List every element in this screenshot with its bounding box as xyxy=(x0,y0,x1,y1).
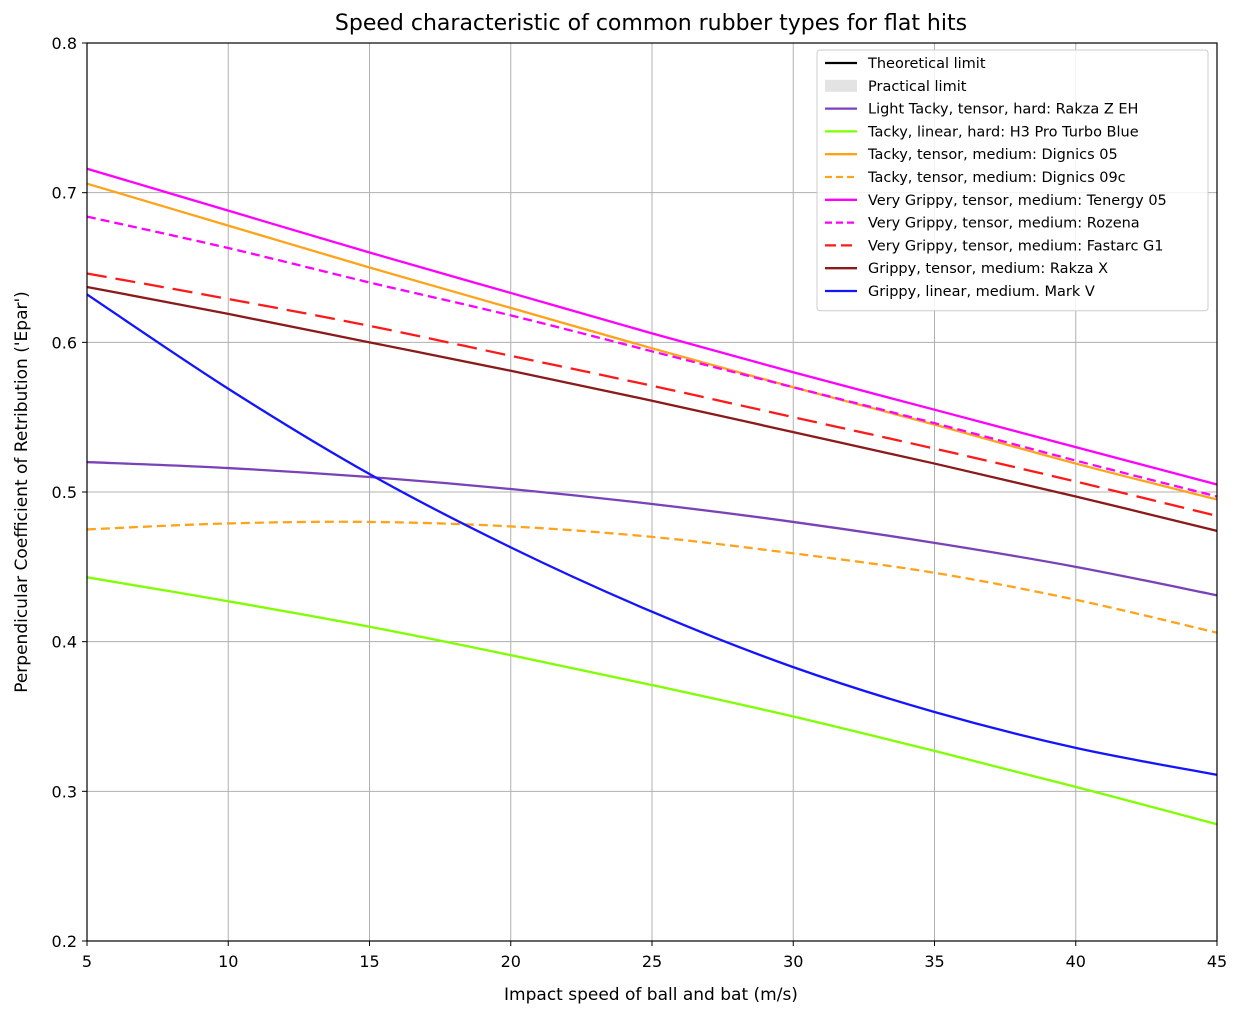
plot-lines xyxy=(86,167,1218,826)
y-tick-label: 0.5 xyxy=(52,483,77,502)
series-line-6 xyxy=(86,215,1218,498)
legend: Theoretical limit Practical limit Light Ta… xyxy=(816,49,1209,312)
legend-label: Theoretical limit xyxy=(867,56,986,72)
legend-label: Practical limit xyxy=(868,79,967,95)
series-line-5 xyxy=(86,167,1218,486)
legend-label: Very Grippy, tensor, medium: Tenergy 05 xyxy=(868,193,1167,209)
x-tick-label: 40 xyxy=(1066,952,1086,971)
x-tick-label: 30 xyxy=(783,952,803,971)
series-line-4 xyxy=(86,520,1218,634)
legend-label: Tacky, tensor, medium: Dignics 05 xyxy=(867,147,1118,163)
series-line-7 xyxy=(86,272,1218,518)
x-tick-label: 20 xyxy=(501,952,521,971)
y-tick-label: 0.2 xyxy=(52,932,77,951)
x-tick-label: 10 xyxy=(218,952,238,971)
series-line-9 xyxy=(86,293,1218,776)
legend-label: Light Tacky, tensor, hard: Rakza Z EH xyxy=(868,102,1138,118)
x-tick-label: 5 xyxy=(82,952,92,971)
legend-box xyxy=(816,49,1209,312)
series-line-3 xyxy=(86,182,1218,501)
legend-label: Grippy, linear, medium. Mark V xyxy=(868,284,1095,300)
legend-swatch xyxy=(825,79,857,92)
legend-label: Grippy, tensor, medium: Rakza X xyxy=(868,261,1108,277)
series-line-8 xyxy=(86,285,1218,533)
chart-title: Speed characteristic of common rubber ty… xyxy=(335,11,967,36)
legend-label: Tacky, linear, hard: H3 Pro Turbo Blue xyxy=(867,124,1139,140)
axis-ticks: 5 10 15 20 25 30 35 40 45 0.2 0.3 0.4 0.5 0.6 0.7 0.8 xyxy=(52,34,1228,971)
x-axis-label: Impact speed of ball and bat (m/s) xyxy=(504,985,798,1005)
x-tick-label: 15 xyxy=(359,952,379,971)
legend-label: Tacky, tensor, medium: Dignics 09c xyxy=(867,170,1126,186)
y-tick-label: 0.8 xyxy=(52,34,77,53)
x-tick-label: 45 xyxy=(1207,952,1227,971)
series-line-2 xyxy=(86,576,1218,826)
x-tick-label: 25 xyxy=(642,952,662,971)
y-axis-label: Perpendicular Coefficient of Retribution… xyxy=(12,291,32,693)
legend-label: Very Grippy, tensor, medium: Fastarc G1 xyxy=(868,238,1164,254)
y-tick-label: 0.3 xyxy=(52,782,77,801)
series-line-1 xyxy=(86,460,1218,597)
y-tick-label: 0.4 xyxy=(52,633,77,652)
legend-label: Very Grippy, tensor, medium: Rozena xyxy=(868,216,1140,232)
y-tick-label: 0.7 xyxy=(52,184,77,203)
y-tick-label: 0.6 xyxy=(52,333,77,352)
x-tick-label: 35 xyxy=(924,952,944,971)
